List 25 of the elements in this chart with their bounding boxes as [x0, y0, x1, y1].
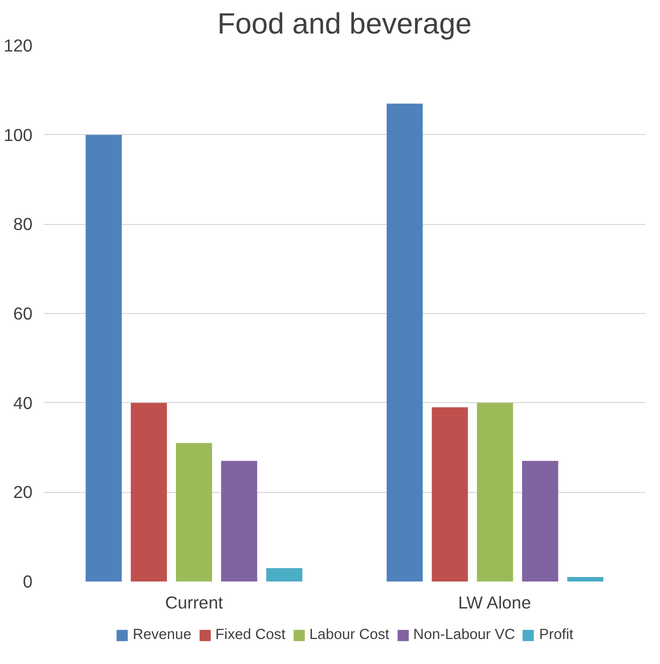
bar [386, 104, 423, 582]
bar [476, 402, 514, 582]
y-tick-label: 120 [4, 36, 33, 56]
y-tick-label: 80 [13, 214, 33, 234]
bar [522, 460, 558, 582]
legend-label: Fixed Cost [215, 627, 286, 643]
x-tick-label: LW Alone [458, 592, 531, 612]
bar [432, 407, 468, 582]
bar [176, 443, 212, 582]
x-tick-label: Current [165, 592, 224, 612]
y-tick-label: 100 [4, 124, 33, 145]
legend-label: Labour Cost [309, 627, 390, 643]
legend-label: Non-Labour VC [413, 627, 516, 643]
y-tick-label: 0 [22, 572, 33, 592]
bar [266, 568, 302, 582]
y-tick-label: 40 [13, 392, 33, 413]
bar [221, 460, 258, 582]
bar [130, 402, 167, 582]
legend-label: Revenue [132, 627, 192, 643]
bar [567, 577, 604, 582]
chart-title: Food and beverage [217, 8, 472, 40]
y-tick-label: 60 [13, 304, 33, 324]
bar [86, 134, 122, 582]
legend-label: Profit [539, 627, 574, 643]
y-tick-label: 20 [13, 482, 33, 502]
